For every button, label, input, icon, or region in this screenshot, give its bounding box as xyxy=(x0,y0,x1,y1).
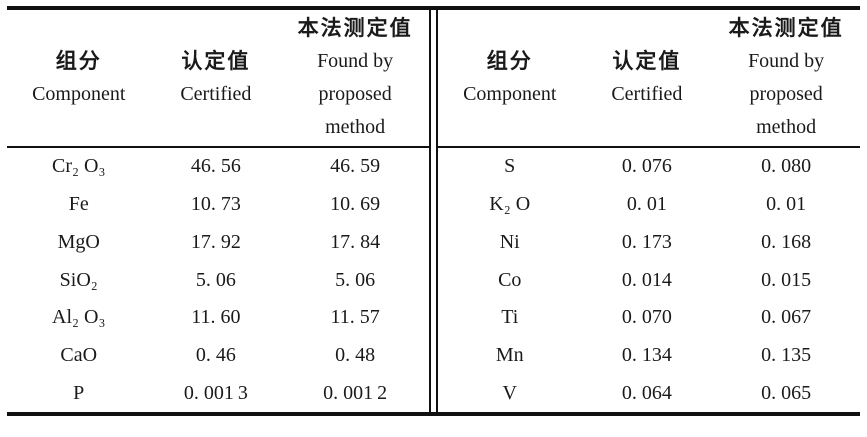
found-header-en-line2: proposed xyxy=(749,83,823,105)
found-header-en-line1: Found by xyxy=(748,50,825,72)
certified-value-cell: 0. 064 xyxy=(621,381,672,404)
found-header-en-line1: Found by xyxy=(317,50,394,72)
found-value-cell: 0. 135 xyxy=(761,343,812,366)
component-cell: Ti xyxy=(501,306,519,329)
table-header-left: 组分 Component 认定值 Certified 本法测定值 Found b… xyxy=(7,10,429,148)
certified-header-en: Certified xyxy=(180,83,252,105)
table-row: Al₂ O₃ 11. 60 11. 57 xyxy=(7,299,429,337)
found-value-cell: 0. 48 xyxy=(335,343,376,366)
found-value-cell: 0. 080 xyxy=(761,155,812,178)
component-cell: Ni xyxy=(499,230,520,253)
found-header-zh: 本法测定值 xyxy=(297,17,413,40)
table-row: Mn 0. 134 0. 135 xyxy=(438,337,860,375)
component-header-en: Component xyxy=(463,83,557,105)
component-header: 组分 Component xyxy=(7,10,150,146)
found-value-cell: 0. 01 xyxy=(766,193,807,216)
certified-value-cell: 11. 60 xyxy=(191,306,241,329)
certified-value-cell: 10. 73 xyxy=(190,193,241,216)
component-cell: MgO xyxy=(57,230,100,253)
found-value-cell: 0. 001 2 xyxy=(323,381,388,404)
table-row: S 0. 076 0. 080 xyxy=(438,148,860,186)
certified-value-cell: 0. 173 xyxy=(621,230,672,253)
certified-value-cell: 0. 070 xyxy=(621,306,672,329)
found-value-cell: 0. 168 xyxy=(761,230,812,253)
component-header: 组分 Component xyxy=(438,10,581,146)
table-row: K₂ O 0. 01 0. 01 xyxy=(438,186,860,224)
component-cell: Co xyxy=(498,268,522,291)
found-header-zh: 本法测定值 xyxy=(728,17,844,40)
found-value-cell: 17. 84 xyxy=(330,230,381,253)
double-rule-divider xyxy=(429,10,438,412)
component-cell: S xyxy=(504,155,516,178)
component-cell: P xyxy=(73,381,85,404)
certified-value-cell: 0. 076 xyxy=(621,155,672,178)
found-value-cell: 0. 015 xyxy=(761,268,812,291)
table-row: Co 0. 014 0. 015 xyxy=(438,261,860,299)
table-row: Ti 0. 070 0. 067 xyxy=(438,299,860,337)
certified-value-cell: 46. 56 xyxy=(190,155,241,178)
component-cell: Mn xyxy=(495,343,524,366)
component-cell: V xyxy=(502,381,517,404)
certified-value-cell: 5. 06 xyxy=(195,268,236,291)
certified-header: 认定值 Certified xyxy=(150,10,281,146)
found-value-cell: 10. 69 xyxy=(330,193,381,216)
table-row: P 0. 001 3 0. 001 2 xyxy=(7,374,429,412)
certified-value-cell: 0. 46 xyxy=(195,343,236,366)
component-header-en: Component xyxy=(32,83,126,105)
found-header: 本法测定值 Found by proposed method xyxy=(712,10,860,146)
component-cell: Fe xyxy=(68,193,89,216)
found-value-cell: 5. 06 xyxy=(335,268,376,291)
table-left-panel: 组分 Component 认定值 Certified 本法测定值 Found b… xyxy=(7,10,429,412)
table-right-panel: 组分 Component 认定值 Certified 本法测定值 Found b… xyxy=(438,10,860,412)
component-cell: CaO xyxy=(60,343,98,366)
table-row: V 0. 064 0. 065 xyxy=(438,374,860,412)
table-row: Cr₂ O₃ 46. 56 46. 59 xyxy=(7,148,429,186)
found-header-en-line3: method xyxy=(325,116,386,138)
certified-header: 认定值 Certified xyxy=(581,10,712,146)
certified-value-cell: 0. 001 3 xyxy=(183,381,248,404)
certified-value-cell: 17. 92 xyxy=(190,230,241,253)
found-header: 本法测定值 Found by proposed method xyxy=(281,10,429,146)
component-cell: K₂ O xyxy=(489,193,531,216)
table-row: Ni 0. 173 0. 168 xyxy=(438,223,860,261)
certified-value-cell: 0. 014 xyxy=(621,268,672,291)
found-value-cell: 0. 067 xyxy=(761,306,812,329)
table-header-right: 组分 Component 认定值 Certified 本法测定值 Found b… xyxy=(438,10,860,148)
table-body-left: Cr₂ O₃ 46. 56 46. 59 Fe 10. 73 10. 69 Mg… xyxy=(7,148,429,412)
component-cell: SiO₂ xyxy=(59,268,98,291)
certified-header-zh: 认定值 xyxy=(181,50,251,73)
found-header-en-line3: method xyxy=(756,116,817,138)
table-row: Fe 10. 73 10. 69 xyxy=(7,186,429,224)
certified-value-cell: 0. 134 xyxy=(621,343,672,366)
table-row: SiO₂ 5. 06 5. 06 xyxy=(7,261,429,299)
certified-vs-found-table: 组分 Component 认定值 Certified 本法测定值 Found b… xyxy=(7,6,860,416)
table-row: MgO 17. 92 17. 84 xyxy=(7,223,429,261)
table-body-right: S 0. 076 0. 080 K₂ O 0. 01 0. 01 Ni 0. 1… xyxy=(438,148,860,412)
found-header-en-line2: proposed xyxy=(318,83,392,105)
found-value-cell: 11. 57 xyxy=(330,306,380,329)
component-cell: Cr₂ O₃ xyxy=(52,155,106,178)
found-value-cell: 46. 59 xyxy=(330,155,381,178)
certified-header-zh: 认定值 xyxy=(612,50,682,73)
certified-header-en: Certified xyxy=(611,83,683,105)
component-cell: Al₂ O₃ xyxy=(52,306,106,329)
component-header-zh: 组分 xyxy=(486,50,533,73)
table-row: CaO 0. 46 0. 48 xyxy=(7,337,429,375)
certified-value-cell: 0. 01 xyxy=(626,193,667,216)
component-header-zh: 组分 xyxy=(55,50,102,73)
found-value-cell: 0. 065 xyxy=(761,381,812,404)
